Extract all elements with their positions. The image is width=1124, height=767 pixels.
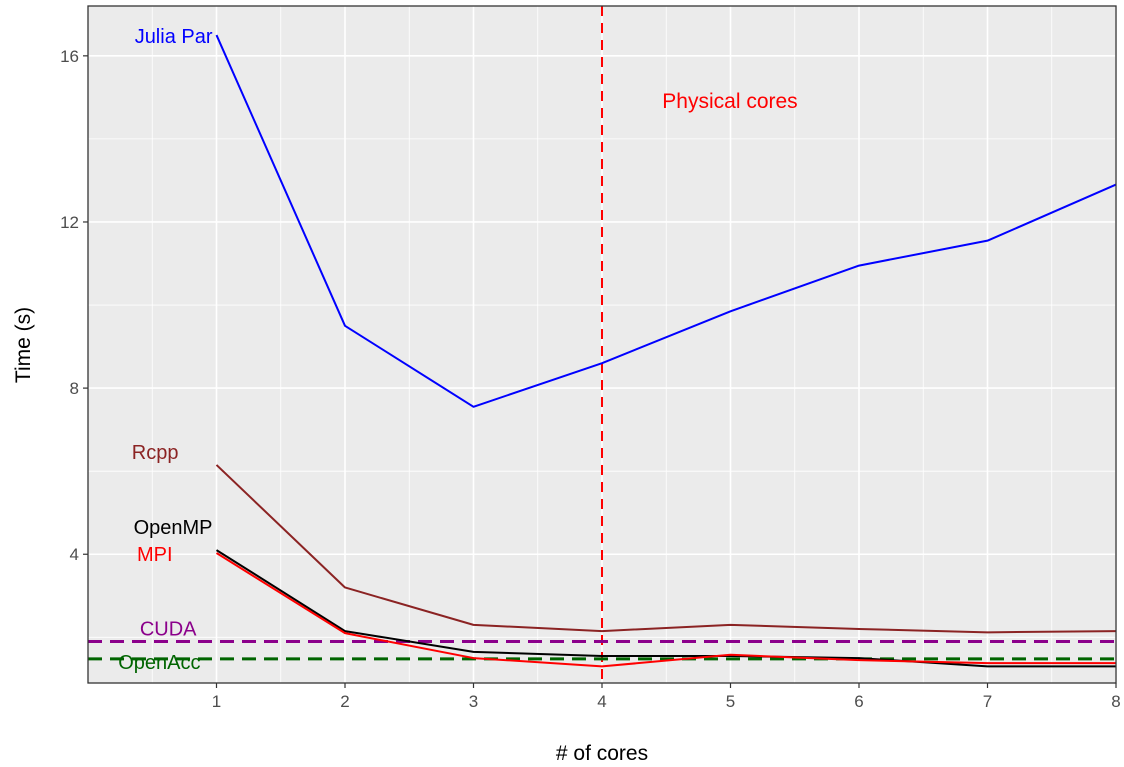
x-tick-label: 4 [597,692,606,711]
series-label-openmp: OpenMP [134,517,213,539]
series-label-rcpp: Rcpp [132,442,179,464]
series-label-openacc: OpenAcc [118,652,200,674]
x-tick-label: 6 [854,692,863,711]
y-tick-label: 4 [70,545,79,564]
x-tick-label: 8 [1111,692,1120,711]
y-tick-label: 16 [60,47,79,66]
series-label-cuda: CUDA [140,618,197,640]
x-tick-label: 1 [212,692,221,711]
x-tick-label: 5 [726,692,735,711]
x-axis-title: # of cores [556,742,648,765]
series-labels: Julia Par Rcpp OpenMP MPI CUDA OpenAcc [118,26,213,674]
y-tick-label: 12 [60,213,79,232]
y-axis-title: Time (s) [12,307,35,383]
series-label-mpi: MPI [137,544,173,566]
x-tick-label: 2 [340,692,349,711]
x-tick-label: 3 [469,692,478,711]
series-line-rcpp [215,464,1117,634]
series-line-julia-par [215,34,1117,408]
physical-cores-label: Physical cores [662,90,797,113]
series-label-julia-par: Julia Par [135,26,213,48]
series-line-openmp [215,549,1116,668]
series-line-mpi [215,552,1116,668]
y-tick-label: 8 [70,379,79,398]
x-tick-label: 7 [983,692,992,711]
x-axis-ticks: 1 2 3 4 5 6 7 8 [212,683,1121,711]
y-axis-ticks: 4 8 12 16 [60,47,88,564]
series-layer [88,34,1117,668]
